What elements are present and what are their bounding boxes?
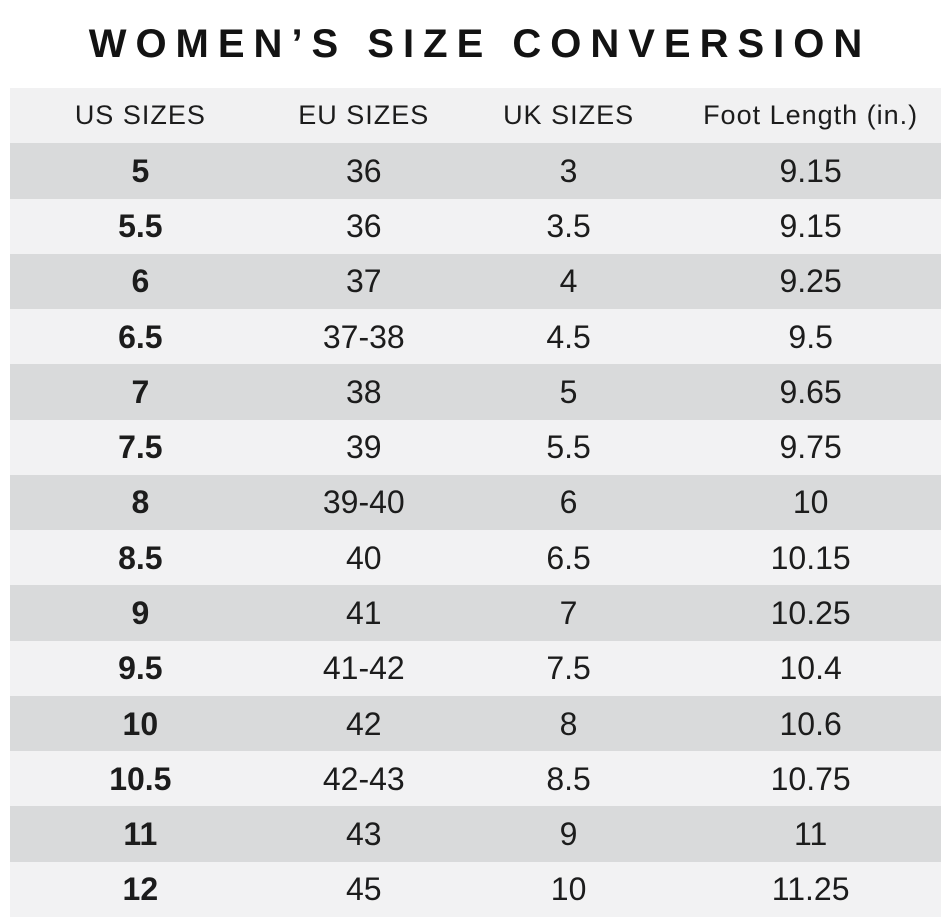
table-cell-uk: 7.5 (546, 650, 591, 687)
table-cell-us: 7.5 (118, 429, 163, 466)
table-header-row: US SIZES EU SIZES UK SIZES Foot Length (in.… (10, 88, 941, 144)
table-cell-us: 10.5 (109, 760, 172, 797)
column-header-eu: EU SIZES (298, 100, 430, 131)
table-cell-us: 6 (131, 263, 150, 300)
table-cell-foot: 9.15 (779, 152, 842, 189)
table-cell-uk: 9 (559, 816, 578, 853)
table-cell-us: 9 (131, 595, 150, 632)
table-row: 5.5 36 3.5 9.15 (10, 198, 941, 254)
table-cell-eu: 42-43 (322, 760, 405, 797)
table-cell-uk: 6.5 (546, 539, 591, 576)
table-cell-us: 5.5 (118, 208, 163, 245)
table-row: 7.5 39 5.5 9.75 (10, 419, 941, 475)
table-cell-foot: 9.65 (779, 373, 842, 410)
table-cell-eu: 37 (345, 263, 382, 300)
table-cell-foot: 11 (794, 816, 828, 853)
table-cell-foot: 9.5 (788, 318, 833, 355)
table-cell-us: 9.5 (118, 650, 163, 687)
table-cell-eu: 38 (345, 373, 382, 410)
table-row: 10 42 8 10.6 (10, 695, 941, 752)
table-row: 8 39-40 6 10 (10, 474, 941, 531)
table-cell-foot: 9.25 (779, 263, 842, 300)
table-cell-eu: 36 (345, 152, 382, 189)
table-cell-us: 6.5 (118, 318, 163, 355)
size-conversion-table: US SIZES EU SIZES UK SIZES Foot Length (in.… (10, 88, 941, 917)
table-cell-foot: 10.4 (779, 650, 842, 687)
table-cell-eu: 39 (345, 429, 382, 466)
table-cell-uk: 8.5 (546, 760, 591, 797)
table-row: 9 41 7 10.25 (10, 585, 941, 641)
table-cell-us: 11 (123, 816, 158, 853)
table-row: 6 37 4 9.25 (10, 253, 941, 310)
table-cell-uk: 3 (559, 152, 578, 189)
table-cell-us: 5 (131, 152, 150, 189)
table-cell-foot: 11.25 (771, 871, 850, 908)
table-row: 5 36 3 9.15 (10, 143, 941, 199)
table-cell-uk: 5.5 (546, 429, 591, 466)
table-cell-foot: 10.75 (770, 760, 851, 797)
table-cell-eu: 45 (345, 871, 382, 908)
table-cell-us: 10 (122, 705, 159, 742)
table-cell-uk: 6 (559, 484, 578, 521)
table-cell-eu: 41-42 (322, 650, 405, 687)
table-cell-eu: 39-40 (322, 484, 405, 521)
column-header-foot: Foot Length (in.) (703, 100, 919, 131)
table-cell-foot: 10.15 (770, 539, 851, 576)
table-cell-eu: 41 (345, 595, 382, 632)
table-cell-foot: 9.15 (779, 208, 842, 245)
table-cell-uk: 3.5 (546, 208, 591, 245)
table-row: 12 45 10 11.25 (10, 861, 941, 917)
table-cell-eu: 36 (345, 208, 382, 245)
table-row: 8.5 40 6.5 10.15 (10, 530, 941, 586)
table-cell-eu: 42 (345, 705, 382, 742)
table-cell-uk: 10 (550, 871, 587, 908)
table-cell-us: 7 (131, 373, 150, 410)
table-row: 9.5 41-42 7.5 10.4 (10, 640, 941, 696)
table-row: 7 38 5 9.65 (10, 364, 941, 420)
column-header-us: US SIZES (74, 100, 206, 131)
table-row: 10.5 42-43 8.5 10.75 (10, 751, 941, 807)
table-row: 6.5 37-38 4.5 9.5 (10, 309, 941, 365)
table-cell-foot: 9.75 (779, 429, 842, 466)
table-cell-uk: 5 (559, 373, 578, 410)
table-cell-us: 8 (131, 484, 150, 521)
table-row: 11 43 9 11 (10, 806, 941, 862)
table-cell-eu: 37-38 (322, 318, 405, 355)
table-cell-uk: 8 (559, 705, 578, 742)
table-cell-uk: 7 (559, 595, 578, 632)
table-cell-eu: 40 (345, 539, 382, 576)
table-cell-us: 8.5 (118, 539, 163, 576)
page-title: WOMEN’S SIZE CONVERSION (88, 21, 872, 66)
table-cell-foot: 10 (792, 484, 829, 521)
table-cell-us: 12 (122, 871, 159, 908)
column-header-uk: UK SIZES (503, 100, 635, 131)
table-cell-foot: 10.6 (779, 705, 842, 742)
table-cell-uk: 4 (559, 263, 578, 300)
table-cell-uk: 4.5 (546, 318, 591, 355)
table-cell-foot: 10.25 (770, 595, 851, 632)
table-cell-eu: 43 (345, 816, 382, 853)
